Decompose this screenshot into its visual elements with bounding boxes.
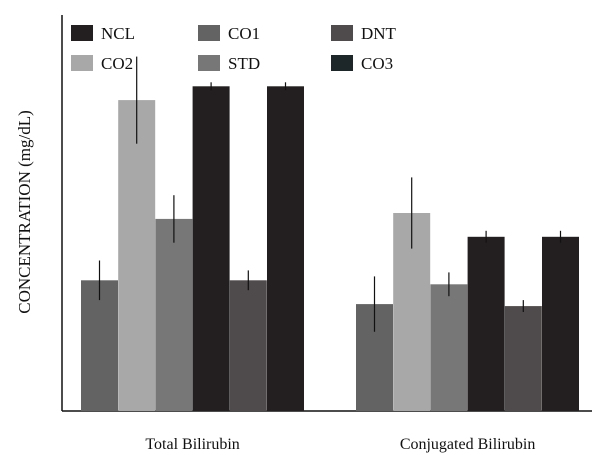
bar-total-bilirubin-std (155, 218, 193, 411)
bar-conjugated-bilirubin-dnt (504, 306, 542, 411)
bar-total-bilirubin-ncl (192, 86, 230, 412)
bar-conjugated-bilirubin-ncl (467, 236, 505, 411)
bar-conjugated-bilirubin-ncl (542, 236, 579, 411)
legend-label-dnt: DNT (361, 24, 397, 43)
x-tick-label: Conjugated Bilirubin (400, 436, 536, 453)
legend-swatch-co3 (331, 55, 353, 71)
legend-swatch-std (198, 55, 220, 71)
bar-total-bilirubin-co2 (118, 100, 156, 411)
bar-conjugated-bilirubin-std (430, 284, 468, 411)
legend-label-co1: CO1 (228, 24, 260, 43)
bar-total-bilirubin-co1 (81, 280, 118, 411)
legend-swatch-co1 (198, 25, 220, 41)
legend-label-co3: CO3 (361, 54, 393, 73)
x-tick-label: Total Bilirubin (145, 436, 239, 453)
legend-swatch-dnt (331, 25, 353, 41)
bar-total-bilirubin-dnt (229, 280, 267, 411)
legend-label-std: STD (228, 54, 260, 73)
bar-total-bilirubin-ncl (267, 86, 304, 412)
bars (81, 56, 579, 412)
legend-swatch-ncl (71, 25, 93, 41)
y-axis-label: CONCENTRATION (mg/dL) (15, 110, 34, 314)
legend-swatch-co2 (71, 55, 93, 71)
legend-label-co2: CO2 (101, 54, 133, 73)
x-ticks: Total Bilirubin Conjugated Bilirubin (145, 436, 535, 453)
legend-label-ncl: NCL (101, 24, 135, 43)
legend: NCL CO1 DNT CO2 STD CO3 (71, 24, 397, 73)
